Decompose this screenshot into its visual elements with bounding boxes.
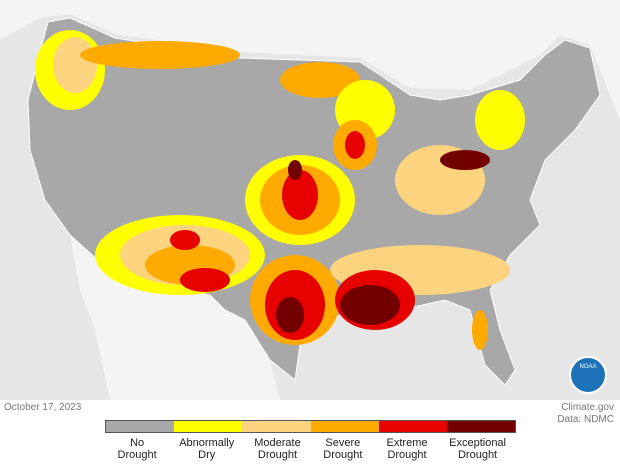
legend-swatch — [242, 421, 311, 432]
drought-map: NOAA — [0, 0, 620, 400]
canada — [0, 0, 620, 120]
mexico — [70, 235, 280, 400]
date: October 17, 2023 — [4, 402, 82, 413]
legend-label: Exceptional Drought — [449, 437, 506, 461]
legend-swatch — [106, 421, 175, 432]
legend-label: Abnormally Dry — [179, 437, 235, 461]
legend-label: No Drought — [117, 437, 157, 461]
legend-labels: No Drought Abnormally Dry Moderate Drought… — [105, 437, 516, 461]
legend-bar — [105, 420, 516, 433]
legend-swatch — [310, 421, 379, 432]
legend-label: Severe Drought — [323, 437, 363, 461]
legend-label: Moderate Drought — [254, 437, 301, 461]
legend-label: Extreme Drought — [386, 437, 428, 461]
legend-swatch — [174, 421, 243, 432]
logo — [569, 356, 607, 394]
credit: Climate.gov — [561, 402, 614, 413]
source: Data: NDMC — [557, 414, 614, 425]
logo-text: NOAA — [579, 364, 596, 370]
drought-areas — [35, 30, 525, 350]
legend-swatch — [446, 421, 516, 432]
legend-swatch — [378, 421, 447, 432]
